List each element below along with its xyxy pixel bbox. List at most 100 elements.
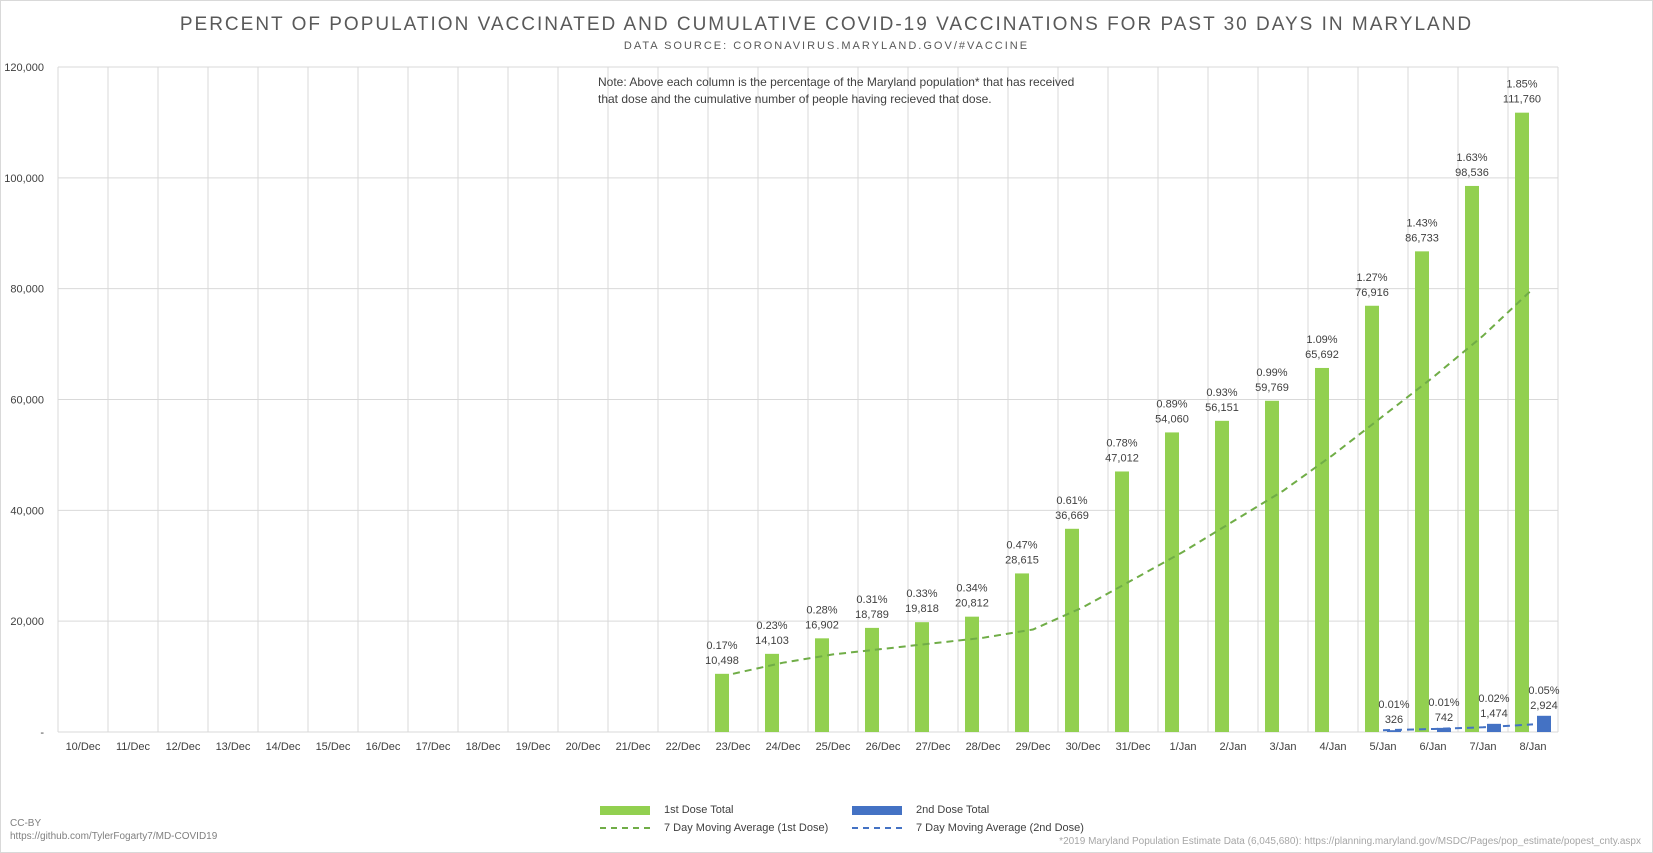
y-tick-label: 60,000 xyxy=(10,395,44,407)
line-avg-dose2 xyxy=(1382,723,1534,732)
data-label-pct-dose1: 0.28% xyxy=(806,604,837,616)
data-label-pct-dose2: 0.01% xyxy=(1428,697,1459,709)
bar-dose2 xyxy=(1487,723,1501,732)
legend-item-dose1[interactable]: 1st Dose Total xyxy=(600,804,734,816)
data-label-value-dose1: 98,536 xyxy=(1455,167,1489,179)
data-label-pct-dose1: 1.09% xyxy=(1306,334,1337,346)
x-tick-label: 19/Dec xyxy=(516,741,551,753)
line-avg-dose1 xyxy=(732,287,1534,675)
data-label-value-dose1: 54,060 xyxy=(1155,413,1189,425)
legend-label-dose2: 2nd Dose Total xyxy=(916,804,990,816)
data-label-value-dose1: 18,789 xyxy=(855,609,889,621)
x-tick-label: 21/Dec xyxy=(616,741,651,753)
data-label-value-dose2: 2,924 xyxy=(1530,700,1558,712)
data-label-pct-dose1: 0.33% xyxy=(906,588,937,600)
data-label-pct-dose1: 0.31% xyxy=(856,594,887,606)
legend-label-avg2: 7 Day Moving Average (2nd Dose) xyxy=(916,822,1084,834)
x-tick-label: 7/Jan xyxy=(1470,741,1497,753)
data-label-value-dose1: 14,103 xyxy=(755,635,789,647)
data-label-pct-dose2: 0.02% xyxy=(1478,693,1509,705)
data-label-pct-dose1: 1.43% xyxy=(1406,217,1437,229)
data-label-value-dose1: 111,760 xyxy=(1503,94,1541,106)
bar-dose1 xyxy=(715,673,729,732)
y-tick-label: 20,000 xyxy=(10,616,44,628)
data-label-pct-dose1: 0.17% xyxy=(706,640,737,652)
data-label-value-dose2: 1,474 xyxy=(1480,708,1508,720)
bar-dose1 xyxy=(1315,367,1329,732)
legend-swatch-dose1 xyxy=(600,805,650,815)
repo-link[interactable]: https://github.com/TylerFogarty7/MD-COVI… xyxy=(10,831,218,842)
bar-dose1 xyxy=(1265,400,1279,732)
y-tick-label: 40,000 xyxy=(10,505,44,517)
data-label-value-dose2: 742 xyxy=(1435,712,1453,724)
bar-dose2 xyxy=(1437,727,1451,732)
legend-label-dose1: 1st Dose Total xyxy=(664,804,734,816)
data-label-pct-dose1: 0.23% xyxy=(756,620,787,632)
data-label-pct-dose1: 0.78% xyxy=(1106,437,1137,449)
x-tick-label: 22/Dec xyxy=(666,741,701,753)
data-label-pct-dose1: 1.27% xyxy=(1356,272,1387,284)
data-label-pct-dose1: 0.89% xyxy=(1156,398,1187,410)
x-tick-label: 16/Dec xyxy=(366,741,401,753)
bar-dose1 xyxy=(1065,528,1079,732)
x-tick-label: 12/Dec xyxy=(166,741,201,753)
data-label-value-dose1: 19,818 xyxy=(905,603,939,615)
y-tick-label: 100,000 xyxy=(4,173,44,185)
data-label-pct-dose2: 0.01% xyxy=(1378,699,1409,711)
population-source-note: *2019 Maryland Population Estimate Data … xyxy=(1059,836,1641,847)
legend-item-dose2[interactable]: 2nd Dose Total xyxy=(852,804,989,816)
x-tick-label: 14/Dec xyxy=(266,741,301,753)
data-label-value-dose1: 59,769 xyxy=(1255,382,1289,394)
x-tick-label: 10/Dec xyxy=(66,741,101,753)
y-tick-label: 120,000 xyxy=(4,62,44,74)
data-label-value-dose1: 36,669 xyxy=(1055,510,1089,522)
legend-item-avg1[interactable]: 7 Day Moving Average (1st Dose) xyxy=(600,822,828,834)
data-label-value-dose1: 86,733 xyxy=(1405,232,1439,244)
data-label-value-dose1: 56,151 xyxy=(1205,402,1239,414)
bar-dose1 xyxy=(1015,573,1029,732)
x-tick-label: 25/Dec xyxy=(816,741,851,753)
bar-dose1 xyxy=(1465,185,1479,732)
license-label: CC-BY xyxy=(10,818,42,829)
data-label-value-dose1: 16,902 xyxy=(805,619,839,631)
bar-dose1 xyxy=(865,627,879,732)
bar-dose1 xyxy=(1365,305,1379,732)
chart-note: Note: Above each column is the percentag… xyxy=(598,75,1075,106)
legend-swatch-avg2 xyxy=(852,827,902,829)
x-tick-label: 30/Dec xyxy=(1066,741,1101,753)
data-label-value-dose1: 28,615 xyxy=(1005,554,1039,566)
x-tick-label: 28/Dec xyxy=(966,741,1001,753)
data-label-pct-dose1: 0.93% xyxy=(1206,387,1237,399)
y-tick-label: - xyxy=(40,727,44,739)
data-label-value-dose1: 47,012 xyxy=(1105,452,1139,464)
x-tick-label: 29/Dec xyxy=(1016,741,1051,753)
bar-dose1 xyxy=(915,622,929,732)
x-tick-label: 26/Dec xyxy=(866,741,901,753)
y-tick-label: 80,000 xyxy=(10,284,44,296)
x-tick-label: 27/Dec xyxy=(916,741,951,753)
legend-item-avg2[interactable]: 7 Day Moving Average (2nd Dose) xyxy=(852,822,1084,834)
data-label-value-dose1: 20,812 xyxy=(955,598,989,610)
data-label-value-dose1: 65,692 xyxy=(1305,349,1339,361)
x-tick-label: 3/Jan xyxy=(1270,741,1297,753)
chart-subtitle: DATA SOURCE: CORONAVIRUS.MARYLAND.GOV/#V… xyxy=(623,40,1030,52)
x-tick-label: 24/Dec xyxy=(766,741,801,753)
bar-dose2 xyxy=(1387,730,1401,732)
legend-swatch-dose2 xyxy=(852,805,902,815)
data-label-value-dose1: 76,916 xyxy=(1355,287,1389,299)
data-label-pct-dose1: 1.85% xyxy=(1506,79,1537,91)
bar-dose1 xyxy=(1215,420,1229,732)
x-tick-label: 23/Dec xyxy=(716,741,751,753)
bar-dose1 xyxy=(965,616,979,732)
x-tick-label: 4/Jan xyxy=(1320,741,1347,753)
chart-title: PERCENT OF POPULATION VACCINATED AND CUM… xyxy=(179,14,1474,35)
data-label-pct-dose1: 0.61% xyxy=(1056,495,1087,507)
x-tick-label: 13/Dec xyxy=(216,741,251,753)
bar-dose1 xyxy=(1515,112,1529,732)
legend-swatch-avg1 xyxy=(600,827,650,829)
x-tick-label: 18/Dec xyxy=(466,741,501,753)
data-label-pct-dose1: 0.47% xyxy=(1006,539,1037,551)
x-tick-label: 31/Dec xyxy=(1116,741,1151,753)
data-label-pct-dose1: 0.99% xyxy=(1256,367,1287,379)
